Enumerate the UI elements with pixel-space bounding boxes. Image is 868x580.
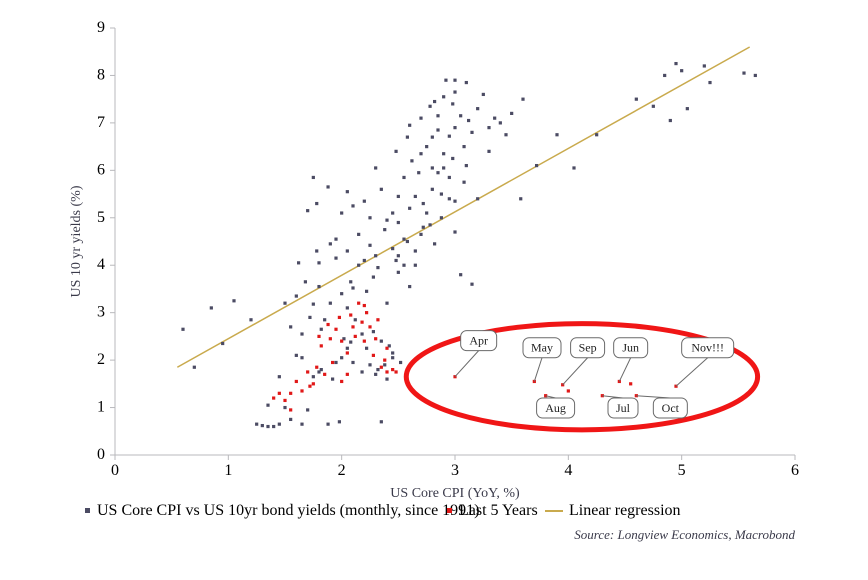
callout-label: Aug	[545, 401, 566, 415]
scatter-chart: 01234560123456789US Core CPI (YoY, %)US …	[60, 10, 820, 570]
callout-label: Jul	[616, 401, 631, 415]
legend-marker-recent	[447, 508, 452, 513]
legend-label-recent: Last 5 Years	[459, 502, 538, 519]
callout-label: Nov!!!	[691, 341, 724, 355]
y-tick-label: 4	[97, 256, 105, 273]
y-axis-label: US 10 yr yields (%)	[69, 185, 84, 297]
y-tick-label: 2	[97, 351, 105, 368]
y-tick-label: 9	[97, 19, 105, 36]
legend-label-regression: Linear regression	[569, 502, 681, 519]
callout-label: Jun	[622, 341, 639, 355]
x-tick-label: 5	[678, 462, 686, 479]
callout-label: May	[531, 341, 553, 355]
y-tick-label: 1	[97, 399, 105, 416]
x-tick-label: 6	[791, 462, 799, 479]
y-tick-label: 5	[97, 209, 105, 226]
callout-label: Sep	[579, 341, 597, 355]
callout-label: Apr	[469, 334, 488, 348]
callout-label: Oct	[662, 401, 680, 415]
source-text: Source: Longview Economics, Macrobond	[574, 527, 795, 542]
chart-svg: 01234560123456789US Core CPI (YoY, %)US …	[60, 10, 820, 570]
x-tick-label: 4	[564, 462, 572, 479]
x-tick-label: 3	[451, 462, 459, 479]
x-tick-label: 0	[111, 462, 119, 479]
y-tick-label: 0	[97, 446, 105, 463]
legend-marker-main	[85, 508, 90, 513]
legend-label-main: US Core CPI vs US 10yr bond yields (mont…	[97, 502, 480, 519]
y-tick-label: 6	[97, 161, 105, 178]
y-tick-label: 8	[97, 66, 105, 83]
x-tick-label: 1	[224, 462, 232, 479]
x-tick-label: 2	[338, 462, 346, 479]
y-tick-label: 7	[97, 114, 105, 131]
y-tick-label: 3	[97, 304, 105, 321]
x-axis-label: US Core CPI (YoY, %)	[390, 486, 520, 501]
